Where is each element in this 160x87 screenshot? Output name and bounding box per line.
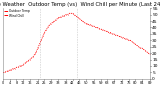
Title: Milwaukee Weather  Outdoor Temp (vs)  Wind Chill per Minute (Last 24 Hours): Milwaukee Weather Outdoor Temp (vs) Wind… [0, 2, 160, 7]
Legend: Outdoor Temp, Wind Chill: Outdoor Temp, Wind Chill [4, 9, 30, 18]
